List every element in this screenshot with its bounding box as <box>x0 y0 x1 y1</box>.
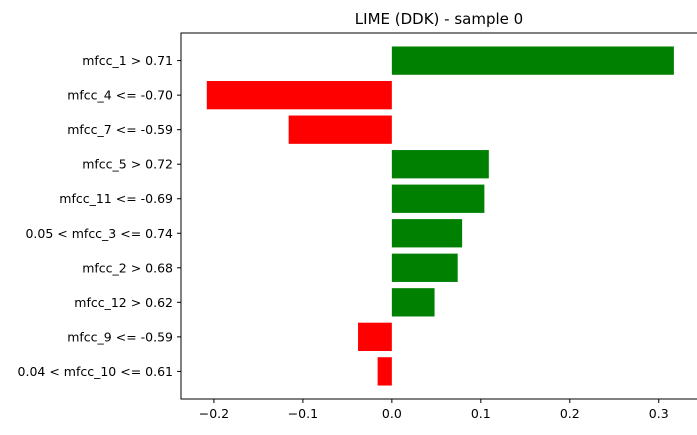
bar-10 <box>377 357 392 386</box>
x-tick-label: 0.2 <box>560 406 580 421</box>
y-tick-label: mfcc_1 > 0.71 <box>82 53 173 68</box>
bar-5 <box>391 184 485 213</box>
bar-2 <box>206 80 392 110</box>
y-tick-label: mfcc_7 <= -0.59 <box>67 122 173 137</box>
bar-9 <box>358 322 392 352</box>
bars-group <box>206 46 674 386</box>
x-tick-label: −0.2 <box>199 406 229 421</box>
y-tick-label: 0.04 < mfcc_10 <= 0.61 <box>18 364 173 379</box>
plot-frame <box>180 32 697 400</box>
x-tick-label: 0.1 <box>471 406 491 421</box>
y-tick-label: mfcc_11 <= -0.69 <box>59 191 173 206</box>
y-tick-label: mfcc_2 > 0.68 <box>82 260 173 275</box>
y-tick-label: mfcc_12 > 0.62 <box>74 295 173 310</box>
y-tick-label: mfcc_4 <= -0.70 <box>67 88 173 103</box>
bar-4 <box>391 150 489 179</box>
bar-1 <box>391 46 674 75</box>
y-tick-labels: mfcc_1 > 0.71 mfcc_4 <= -0.70 mfcc_7 <= -0… <box>18 53 181 379</box>
bar-3 <box>288 115 392 144</box>
bar-6 <box>391 219 463 248</box>
x-tick-label: 0.0 <box>382 406 402 421</box>
y-tick-label: mfcc_9 <= -0.59 <box>67 329 173 344</box>
x-axis: −0.2 −0.1 0.0 0.1 0.2 0.3 <box>199 399 669 421</box>
bar-7 <box>391 253 458 282</box>
x-tick-label: −0.1 <box>288 406 318 421</box>
y-tick-label: mfcc_5 > 0.72 <box>82 157 173 172</box>
bar-8 <box>391 288 435 317</box>
x-tick-label: 0.3 <box>649 406 669 421</box>
y-tick-label: 0.05 < mfcc_3 <= 0.74 <box>25 226 173 241</box>
chart-title: LIME (DDK) - sample 0 <box>355 10 523 28</box>
